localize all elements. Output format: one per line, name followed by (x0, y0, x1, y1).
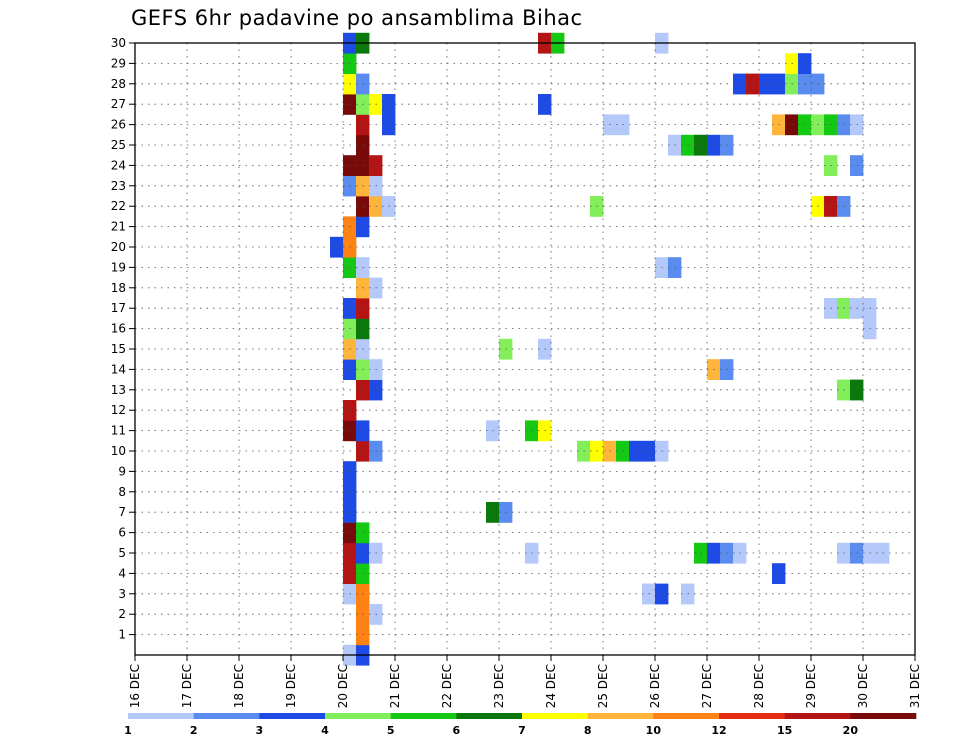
y-tick-label: 25 (111, 138, 126, 152)
x-axis: 16 DEC 17 DEC 18 DEC 19 DEC 20 DEC 21 DEC 22 D… (128, 655, 922, 708)
colorbar-swatch (653, 713, 720, 719)
colorbar-label: 20 (843, 724, 859, 737)
x-tick-label: 26 DEC (648, 664, 662, 708)
y-tick-label: 19 (111, 260, 126, 274)
y-tick-label: 9 (118, 464, 126, 478)
y-tick-label: 29 (111, 56, 126, 70)
y-tick-label: 2 (118, 607, 126, 621)
grid-lines (135, 43, 915, 655)
y-tick-label: 17 (111, 301, 126, 315)
colorbar-swatch (784, 713, 851, 719)
y-tick-label: 26 (111, 118, 126, 132)
chart-title: GEFS 6hr padavine po ansamblima Bihac (131, 6, 583, 30)
colorbar-label: 3 (256, 724, 264, 737)
colorbar-label: 2 (190, 724, 198, 737)
x-tick-label: 19 DEC (284, 664, 298, 708)
colorbar-label: 1 (124, 724, 132, 737)
y-tick-label: 28 (111, 77, 126, 91)
y-tick-label: 20 (111, 240, 126, 254)
y-tick-label: 30 (111, 36, 126, 50)
y-tick-label: 24 (111, 158, 126, 172)
y-tick-label: 15 (111, 342, 126, 356)
y-tick-label: 16 (111, 322, 126, 336)
x-tick-label: 21 DEC (388, 664, 402, 708)
x-tick-label: 23 DEC (492, 664, 506, 708)
colorbar-swatch (719, 713, 785, 719)
colorbar-swatch (850, 713, 917, 719)
y-tick-label: 6 (118, 526, 126, 540)
x-tick-label: 31 DEC (908, 664, 922, 708)
colorbar-label: 12 (711, 724, 726, 737)
x-tick-label: 24 DEC (544, 664, 558, 708)
y-tick-label: 7 (118, 505, 126, 519)
x-tick-label: 30 DEC (856, 664, 870, 708)
y-tick-label: 10 (111, 444, 126, 458)
colorbar-swatch (325, 713, 391, 719)
x-tick-label: 20 DEC (336, 664, 350, 708)
colorbar-swatch (456, 713, 523, 719)
colorbar-swatch (390, 713, 457, 719)
x-tick-label: 27 DEC (700, 664, 714, 708)
colorbar-label: 4 (321, 724, 329, 737)
y-axis: 1234567891011121314151617181920212223242… (111, 36, 135, 642)
colorbar-swatch (522, 713, 588, 719)
y-tick-label: 21 (111, 220, 126, 234)
colorbar-swatch (193, 713, 260, 719)
y-tick-label: 1 (118, 628, 126, 642)
y-tick-label: 13 (111, 383, 126, 397)
x-tick-label: 18 DEC (232, 664, 246, 708)
colorbar-label: 8 (584, 724, 592, 737)
x-tick-label: 22 DEC (440, 664, 454, 708)
colorbar: 1 2 3 4 5 6 7 8 10 12 15 20 (124, 713, 917, 737)
colorbar-swatch (128, 713, 194, 719)
colorbar-label: 10 (646, 724, 662, 737)
colorbar-label: 7 (518, 724, 526, 737)
colorbar-label: 5 (387, 724, 395, 737)
y-tick-label: 12 (111, 403, 126, 417)
y-tick-label: 4 (118, 566, 126, 580)
y-tick-label: 8 (118, 485, 126, 499)
y-tick-label: 23 (111, 179, 126, 193)
y-tick-label: 27 (111, 97, 126, 111)
x-tick-label: 28 DEC (752, 664, 766, 708)
colorbar-swatch (587, 713, 654, 719)
colorbar-label: 15 (777, 724, 792, 737)
x-tick-label: 17 DEC (180, 664, 194, 708)
x-tick-label: 16 DEC (128, 664, 142, 708)
x-tick-label: 29 DEC (804, 664, 818, 708)
colorbar-swatch (259, 713, 326, 719)
y-tick-label: 3 (118, 587, 126, 601)
y-tick-label: 22 (111, 199, 126, 213)
y-tick-label: 5 (118, 546, 126, 560)
colorbar-label: 6 (453, 724, 461, 737)
y-tick-label: 18 (111, 281, 126, 295)
x-tick-label: 25 DEC (596, 664, 610, 708)
y-tick-label: 14 (111, 362, 126, 376)
y-tick-label: 11 (111, 424, 126, 438)
